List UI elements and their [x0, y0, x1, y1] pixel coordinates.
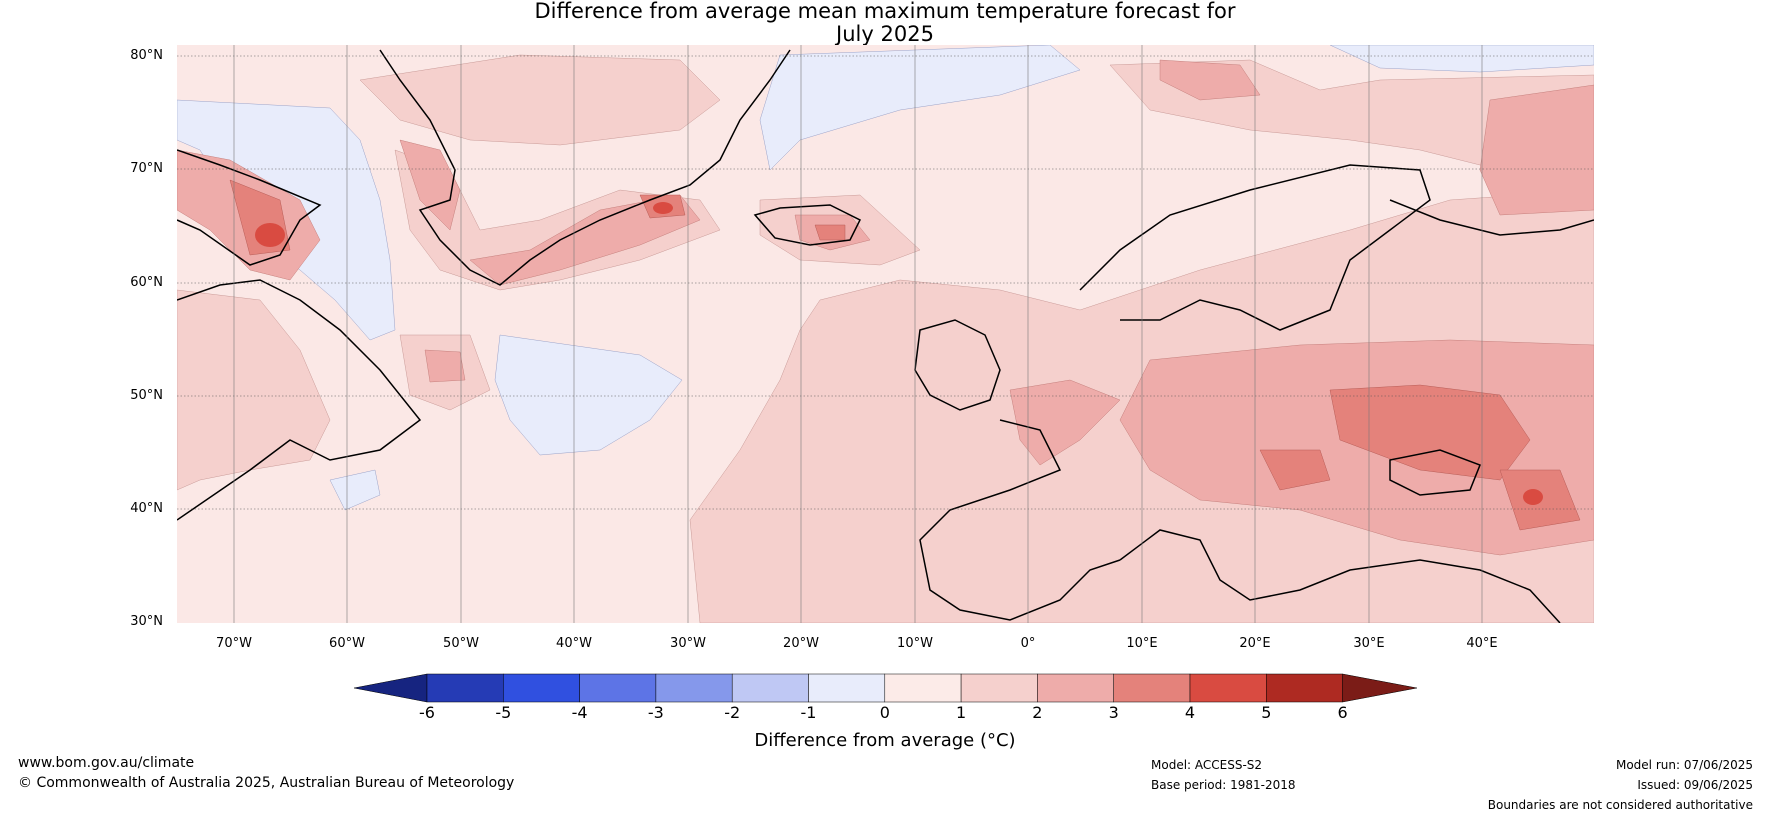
meridians: [233, 45, 1483, 623]
colorbar-tick-label: 2: [1032, 703, 1043, 722]
colorbar: [353, 673, 1418, 703]
warm1-region-canada: [177, 289, 331, 491]
warm4-spot-baffin: [255, 223, 285, 247]
lon-label-50w: 50°W: [443, 636, 479, 651]
colorbar-segment: [808, 673, 886, 703]
footer-model: Model: ACCESS-S2: [1151, 758, 1263, 772]
anomaly-warm-4-regions: [255, 202, 1543, 505]
colorbar-tick-label: -3: [647, 703, 664, 722]
colorbar-tick-label: -2: [724, 703, 741, 722]
anomaly-warm-3-regions: [229, 179, 1581, 531]
colorbar-segment: [503, 673, 580, 703]
colorbar-tick-label: -5: [495, 703, 512, 722]
warm2-region-atlantic-spot: [424, 349, 466, 383]
warm2-region-svalbard: [1159, 59, 1261, 101]
colorbar-tick-label: 5: [1261, 703, 1272, 722]
colorbar-segment: [731, 673, 809, 703]
lon-label-30w: 30°W: [670, 636, 706, 651]
footer-issued: Issued: 09/06/2025: [1637, 778, 1753, 792]
warm3-region-ukraine: [1329, 384, 1531, 481]
coast-labrador: [177, 279, 422, 521]
colorbar-tick-label: 0: [879, 703, 890, 722]
colorbar-extend-high: [1342, 673, 1418, 703]
colorbar-segment: [1266, 673, 1343, 703]
lon-label-30e: 30°E: [1353, 636, 1385, 651]
lon-label-70w: 70°W: [216, 636, 252, 651]
warm3-region-romania: [1259, 449, 1331, 491]
warm2-region-urals: [1479, 84, 1594, 216]
coast-western-europe: [919, 419, 1121, 621]
lon-label-20e: 20°E: [1239, 636, 1271, 651]
colorbar-extend-low: [353, 673, 428, 703]
colorbar-tick-label: -6: [419, 703, 435, 722]
lon-label-40w: 40°W: [556, 636, 592, 651]
lat-label-70n: 70°N: [130, 161, 163, 176]
coast-british-isles: [914, 319, 1001, 411]
colorbar-segment: [655, 673, 733, 703]
footer-website: www.bom.gov.au/climate: [18, 755, 195, 771]
colorbar-tick-label: 3: [1108, 703, 1119, 722]
lat-label-80n: 80°N: [130, 48, 163, 63]
warm4-spot-greenland: [653, 202, 673, 214]
warm2-region-greenland-east: [399, 139, 461, 231]
colorbar-segment: [1189, 673, 1267, 703]
warm1-region-greenland-north: [359, 54, 721, 146]
lon-label-40e: 40°E: [1466, 636, 1498, 651]
coast-iceland: [753, 204, 862, 246]
coast-greenland: [379, 49, 791, 286]
colorbar-tick-label: 6: [1337, 703, 1348, 722]
warm3-region-iceland: [814, 224, 846, 241]
footer-disclaimer: Boundaries are not considered authoritat…: [1487, 798, 1753, 812]
warm1-region-greenland-south: [394, 149, 721, 291]
cool-region-mid-atlantic: [329, 469, 381, 511]
footer-model-run: Model run: 07/06/2025: [1615, 758, 1753, 772]
graticule: [177, 55, 1594, 510]
lon-label-10w: 10°W: [897, 636, 933, 651]
lon-label-10e: 10°E: [1126, 636, 1158, 651]
cool-region-greenland-sea: [759, 45, 1081, 171]
colorbar-segment: [1037, 673, 1114, 703]
title-line-1: Difference from average mean maximum tem…: [534, 0, 1236, 23]
warm4-spot-armenia: [1523, 489, 1543, 505]
cool-region-arctic-east: [1329, 45, 1594, 73]
warm2-region-france: [1009, 379, 1121, 466]
lat-label-50n: 50°N: [130, 388, 163, 403]
colorbar-segment: [426, 673, 504, 703]
lon-label-0: 0°: [1020, 636, 1036, 651]
coast-mediterranean: [1119, 529, 1561, 623]
title-line-2: July 2025: [836, 22, 934, 46]
lon-label-60w: 60°W: [329, 636, 365, 651]
colorbar-tick-label: 1: [956, 703, 967, 722]
cool-region-north-atlantic: [494, 334, 683, 456]
coastlines: [177, 49, 1594, 623]
colorbar-segment: [1113, 673, 1191, 703]
lat-label-60n: 60°N: [130, 275, 163, 290]
map-panel: [177, 45, 1594, 623]
coast-canada-baffin: [177, 149, 322, 266]
colorbar-segment: [579, 673, 657, 703]
footer-base-period: Base period: 1981-2018: [1151, 778, 1296, 792]
colorbar-tick-label: 4: [1184, 703, 1196, 722]
colorbar-label: Difference from average (°C): [754, 730, 1016, 751]
lat-label-40n: 40°N: [130, 501, 163, 516]
coast-black-sea: [1389, 449, 1481, 496]
footer-copyright: © Commonwealth of Australia 2025, Austra…: [18, 775, 515, 791]
lon-label-20w: 20°W: [783, 636, 819, 651]
chart-title: Difference from average mean maximum tem…: [0, 0, 1770, 46]
colorbar-segment: [960, 673, 1038, 703]
colorbar-segment: [884, 673, 962, 703]
lat-label-30n: 30°N: [130, 614, 163, 629]
coast-scandinavia: [1079, 164, 1431, 331]
coast-northwest-russia: [1389, 199, 1594, 236]
colorbar-tick-label: -4: [571, 703, 588, 722]
colorbar-tick-label: -1: [800, 703, 817, 722]
